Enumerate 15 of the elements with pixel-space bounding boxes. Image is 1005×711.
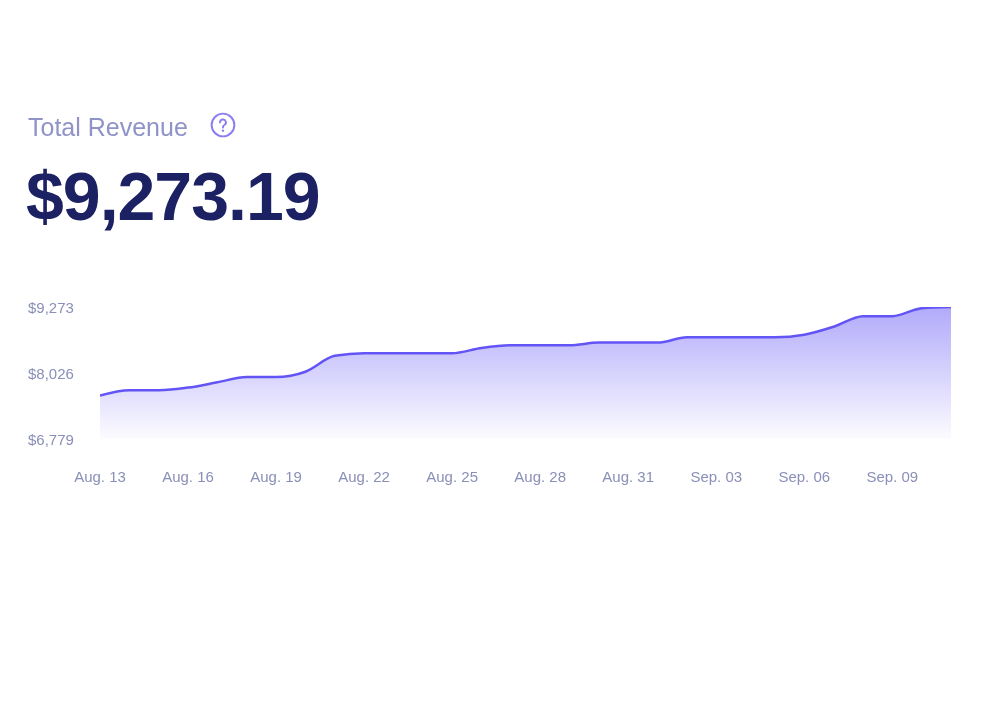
chart-subtitle: $9,273.19 — [26, 158, 320, 234]
x-tick-label: Sep. 09 — [866, 467, 919, 485]
x-tick-label: Aug. 25 — [426, 467, 478, 485]
x-tick-label: Sep. 03 — [690, 467, 743, 485]
x-tick-label: Aug. 16 — [162, 467, 214, 485]
x-tick-label: Aug. 22 — [338, 467, 390, 485]
x-tick-label: Aug. 28 — [514, 467, 567, 485]
y-tick-label: $8,026 — [28, 364, 74, 382]
x-tick-label: Aug. 13 — [74, 467, 126, 485]
x-tick-label: Sep. 06 — [778, 467, 831, 485]
y-tick-label: $6,779 — [28, 430, 74, 448]
x-tick-label: Aug. 19 — [250, 467, 302, 485]
chart-title: Total Revenue — [28, 113, 188, 141]
x-tick-label: Aug. 31 — [602, 467, 655, 485]
y-tick-label: $9,273 — [28, 298, 74, 316]
